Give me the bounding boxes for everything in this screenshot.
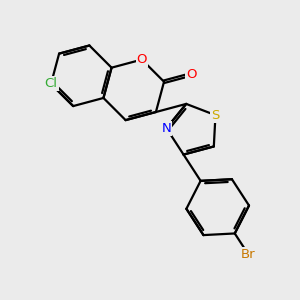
Text: Cl: Cl	[44, 77, 58, 90]
Text: O: O	[186, 68, 196, 81]
Text: Br: Br	[241, 248, 256, 261]
Text: N: N	[162, 122, 171, 135]
Text: S: S	[211, 109, 220, 122]
Text: O: O	[136, 53, 147, 66]
